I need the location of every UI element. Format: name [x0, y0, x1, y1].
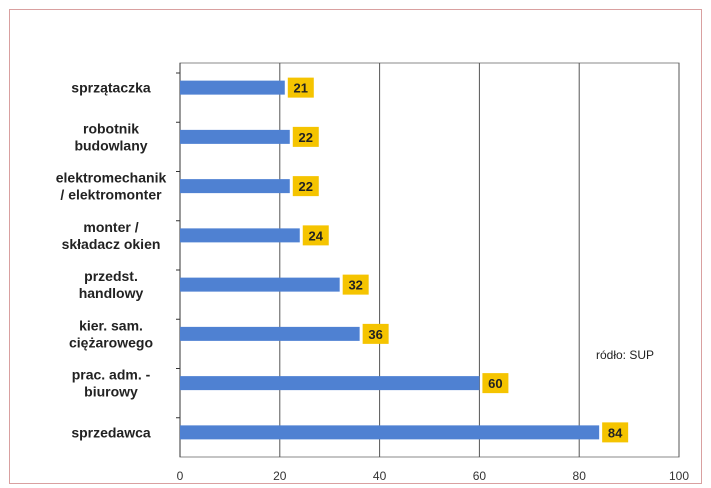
category-label: ciężarowego — [69, 334, 153, 350]
bar — [180, 425, 600, 440]
x-tick-label: 20 — [273, 469, 287, 483]
x-tick-label: 0 — [177, 469, 184, 483]
category-label: sprzątaczka — [71, 80, 151, 96]
category-label: robotnik — [83, 120, 139, 136]
data-label-bg — [292, 176, 319, 197]
category-label: biurowy — [84, 384, 138, 400]
data-label: 32 — [348, 278, 362, 293]
bar — [180, 277, 340, 292]
x-tick-label: 40 — [373, 469, 387, 483]
data-label: 22 — [299, 179, 313, 194]
data-label-bg — [287, 77, 314, 98]
bar — [180, 228, 300, 243]
bar — [180, 376, 480, 391]
gridlines — [176, 63, 680, 457]
category-label: elektromechanik — [56, 170, 167, 186]
category-label: handlowy — [79, 285, 144, 301]
data-label-bg — [342, 274, 369, 295]
bar — [180, 80, 285, 95]
bar — [180, 326, 360, 341]
bar — [180, 129, 290, 144]
category-label: składacz okien — [62, 236, 161, 252]
data-label-bg — [302, 225, 329, 246]
data-label: 21 — [294, 81, 308, 96]
data-label: 60 — [488, 376, 502, 391]
category-label: sprzedawca — [71, 424, 151, 440]
data-label: 24 — [309, 228, 324, 243]
data-label-bg — [482, 373, 509, 394]
x-tick-label: 60 — [473, 469, 487, 483]
data-label-bg — [362, 323, 389, 344]
category-label: / elektromonter — [60, 187, 162, 203]
x-tick-label: 80 — [573, 469, 587, 483]
x-tick-label: 100 — [669, 469, 689, 483]
category-label: monter / — [83, 219, 138, 235]
category-label: przedst. — [84, 268, 138, 284]
plot-border — [179, 62, 680, 458]
data-labels: 21 22 22 24 32 36 60 84 — [287, 77, 629, 443]
x-axis-ticks: 0 20 40 60 80 100 — [177, 469, 690, 483]
category-label: budowlany — [74, 137, 147, 153]
data-label: 22 — [299, 130, 313, 145]
chart-frame — [9, 9, 702, 484]
data-label-bg — [602, 422, 629, 443]
source-note: ródło: SUP — [596, 348, 655, 362]
category-label: kier. sam. — [79, 317, 143, 333]
bar — [180, 179, 290, 194]
data-label: 36 — [368, 327, 382, 342]
data-label-bg — [292, 126, 319, 147]
bars — [180, 80, 600, 440]
plot-area — [179, 62, 680, 458]
data-label: 84 — [608, 425, 623, 440]
category-label: prac. adm. - — [72, 367, 151, 383]
